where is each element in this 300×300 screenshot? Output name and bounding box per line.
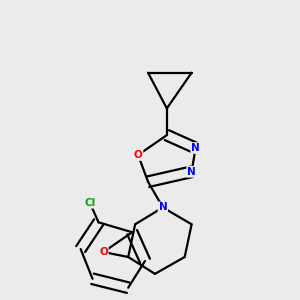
Text: N: N (191, 143, 200, 153)
Text: Cl: Cl (84, 198, 95, 208)
Text: O: O (99, 247, 108, 257)
Text: O: O (134, 150, 142, 160)
Text: N: N (187, 167, 196, 177)
Text: N: N (158, 202, 167, 212)
